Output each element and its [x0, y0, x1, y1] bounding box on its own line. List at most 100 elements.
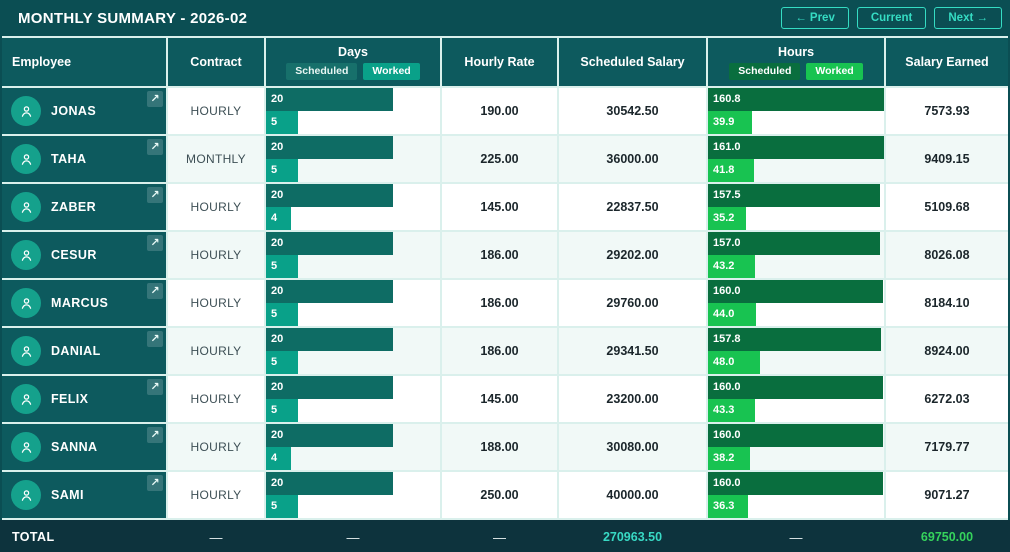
total-row: TOTAL — — — 270963.50 — 69750.00 [0, 520, 1010, 552]
column-header-hourly-rate-label: Hourly Rate [464, 55, 535, 69]
employee-cell[interactable]: MARCUS ↗ [2, 280, 166, 326]
salary-earned-cell: 7179.77 [886, 424, 1008, 470]
column-header-hours-label: Hours [777, 44, 815, 59]
salary-earned-cell: 7573.93 [886, 88, 1008, 134]
hourly-rate-value: 225.00 [480, 152, 519, 166]
contract-cell: HOURLY [168, 472, 264, 518]
contract-type: HOURLY [190, 488, 242, 502]
employee-cell[interactable]: DANIAL ↗ [2, 328, 166, 374]
hours-cell: 160.0 44.0 [708, 280, 884, 326]
hours-scheduled-bar: 157.5 [708, 184, 881, 207]
summary-table: Employee Contract Days Scheduled Worked … [2, 36, 1008, 520]
days-worked-bar: 5 [266, 495, 298, 518]
employee-cell[interactable]: SAMI ↗ [2, 472, 166, 518]
days-worked-bar: 5 [266, 159, 298, 182]
scheduled-salary-cell: 29760.00 [559, 280, 706, 326]
hours-cell: 160.0 38.2 [708, 424, 884, 470]
user-avatar-icon [11, 240, 41, 270]
hours-scheduled-bar: 160.8 [708, 88, 884, 111]
open-details-icon[interactable]: ↗ [147, 91, 163, 107]
scheduled-salary-cell: 30080.00 [559, 424, 706, 470]
column-header-hours: Hours Scheduled Worked [708, 38, 884, 86]
open-details-icon[interactable]: ↗ [147, 235, 163, 251]
total-scheduled-salary: 270963.50 [602, 530, 663, 544]
salary-earned-value: 7179.77 [924, 440, 970, 454]
hours-scheduled-bar: 157.0 [708, 232, 880, 255]
open-details-icon[interactable]: ↗ [147, 187, 163, 203]
employee-cell[interactable]: CESUR ↗ [2, 232, 166, 278]
hours-scheduled-badge: Scheduled [729, 62, 801, 80]
open-details-icon[interactable]: ↗ [147, 283, 163, 299]
open-details-icon[interactable]: ↗ [147, 475, 163, 491]
column-header-employee: Employee [2, 38, 166, 86]
contract-cell: HOURLY [168, 280, 264, 326]
scheduled-salary-value: 29202.00 [606, 248, 659, 262]
hourly-rate-value: 190.00 [480, 104, 519, 118]
next-month-button[interactable]: Next → [934, 7, 1002, 29]
hours-worked-badge: Worked [806, 62, 863, 80]
contract-type: HOURLY [190, 440, 242, 454]
salary-earned-value: 8184.10 [924, 296, 970, 310]
hourly-rate-cell: 250.00 [442, 472, 557, 518]
month-nav: ← Prev Current Next → [781, 7, 1002, 29]
employee-name: DANIAL [51, 344, 101, 358]
contract-type: HOURLY [190, 344, 242, 358]
column-header-days-label: Days [338, 44, 368, 59]
hours-worked-bar: 44.0 [708, 303, 757, 326]
contract-cell: HOURLY [168, 232, 264, 278]
open-details-icon[interactable]: ↗ [147, 139, 163, 155]
days-worked-bar: 5 [266, 255, 298, 278]
days-worked-bar: 4 [266, 207, 292, 230]
hours-cell: 157.8 48.0 [708, 328, 884, 374]
hours-worked-bar: 41.8 [708, 159, 754, 182]
days-scheduled-bar: 20 [266, 280, 393, 303]
scheduled-salary-value: 40000.00 [606, 488, 659, 502]
scheduled-salary-value: 36000.00 [606, 152, 659, 166]
hourly-rate-cell: 188.00 [442, 424, 557, 470]
user-avatar-icon [11, 384, 41, 414]
employee-cell[interactable]: SANNA ↗ [2, 424, 166, 470]
hourly-rate-cell: 186.00 [442, 232, 557, 278]
current-month-button[interactable]: Current [856, 7, 927, 29]
days-worked-bar: 5 [266, 351, 298, 374]
column-header-contract: Contract [168, 38, 264, 86]
titlebar: MONTHLY SUMMARY - 2026-02 ← Prev Current… [0, 0, 1010, 36]
salary-earned-value: 5109.68 [924, 200, 970, 214]
contract-type: HOURLY [190, 296, 242, 310]
employee-cell[interactable]: TAHA ↗ [2, 136, 166, 182]
hours-scheduled-bar: 157.8 [708, 328, 881, 351]
hourly-rate-cell: 145.00 [442, 184, 557, 230]
hours-cell: 160.0 36.3 [708, 472, 884, 518]
hours-worked-bar: 48.0 [708, 351, 761, 374]
contract-type: HOURLY [190, 104, 242, 118]
days-worked-bar: 5 [266, 399, 298, 422]
days-cell: 20 4 [266, 184, 440, 230]
employee-cell[interactable]: FELIX ↗ [2, 376, 166, 422]
hourly-rate-value: 188.00 [480, 440, 519, 454]
open-details-icon[interactable]: ↗ [147, 331, 163, 347]
contract-type: HOURLY [190, 248, 242, 262]
employee-cell[interactable]: ZABER ↗ [2, 184, 166, 230]
hourly-rate-value: 186.00 [480, 248, 519, 262]
hours-scheduled-bar: 160.0 [708, 280, 883, 303]
open-details-icon[interactable]: ↗ [147, 427, 163, 443]
days-worked-bar: 5 [266, 303, 298, 326]
hours-cell: 160.8 39.9 [708, 88, 884, 134]
hours-scheduled-bar: 160.0 [708, 424, 883, 447]
days-cell: 20 5 [266, 280, 440, 326]
column-header-employee-label: Employee [12, 55, 72, 69]
days-worked-badge: Worked [363, 62, 420, 80]
days-worked-bar: 5 [266, 111, 298, 134]
hourly-rate-cell: 225.00 [442, 136, 557, 182]
user-avatar-icon [11, 96, 41, 126]
salary-earned-cell: 9409.15 [886, 136, 1008, 182]
hours-worked-bar: 39.9 [708, 111, 752, 134]
employee-name: SANNA [51, 440, 98, 454]
employee-cell[interactable]: JONAS ↗ [2, 88, 166, 134]
scheduled-salary-cell: 23200.00 [559, 376, 706, 422]
column-header-hourly-rate: Hourly Rate [442, 38, 557, 86]
prev-month-button[interactable]: ← Prev [781, 7, 849, 29]
total-label: TOTAL [12, 530, 55, 544]
salary-earned-cell: 8184.10 [886, 280, 1008, 326]
open-details-icon[interactable]: ↗ [147, 379, 163, 395]
